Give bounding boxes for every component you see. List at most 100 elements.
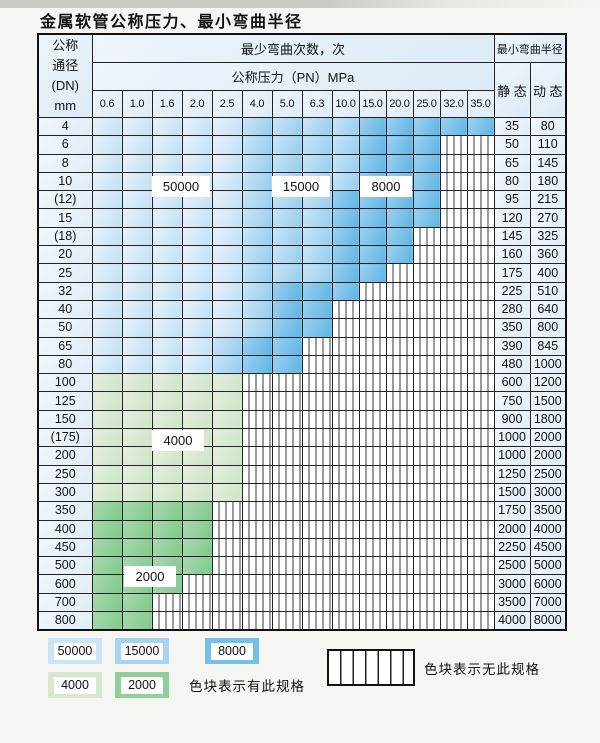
cycle-zone-cell xyxy=(151,116,183,137)
table-row: 65 390 845 xyxy=(37,336,567,356)
dn-cell: 800 xyxy=(37,611,93,631)
cycle-zone-cell xyxy=(151,226,183,247)
cycle-zone-cell xyxy=(151,336,183,356)
cycle-zone-cell xyxy=(241,245,273,265)
no-spec-cell xyxy=(301,574,333,594)
dynamic-radius-cell: 4000 xyxy=(529,519,567,539)
cycle-zone-cell xyxy=(121,208,153,228)
dn-cell: 250 xyxy=(37,464,93,484)
no-spec-cell xyxy=(301,519,333,539)
cycle-zone-cell xyxy=(241,208,273,228)
no-spec-cell xyxy=(331,299,360,320)
cycle-zone-cell xyxy=(301,299,333,320)
no-spec-cell xyxy=(439,409,468,430)
cycle-zone-cell xyxy=(121,391,153,411)
dynamic-radius-cell: 1500 xyxy=(529,391,567,411)
cycle-zone-cell xyxy=(91,537,123,558)
no-spec-cell xyxy=(412,263,441,283)
cycle-zone-cell xyxy=(241,354,273,375)
no-spec-cell xyxy=(358,391,387,411)
no-spec-cell xyxy=(439,318,468,338)
cycle-zone-cell xyxy=(91,574,123,594)
dn-header-line: mm xyxy=(54,98,77,113)
no-spec-cell xyxy=(271,373,303,393)
no-spec-cell xyxy=(412,519,441,539)
table-body: 4 35 80 6 50 110 8 65 145 10 80 180 (12) 95 215 15 120 27… xyxy=(37,116,567,631)
cycle-zone-cell xyxy=(121,373,153,393)
cycle-zone-cell xyxy=(151,391,183,411)
table-row: 50 350 800 xyxy=(37,318,567,338)
pressure-tick: 20.0 xyxy=(385,90,414,118)
cycle-zone-cell xyxy=(211,482,243,503)
no-spec-cell xyxy=(358,354,387,375)
dynamic-radius-cell: 800 xyxy=(529,318,567,338)
no-spec-cell xyxy=(211,556,243,576)
cycle-zone-cell xyxy=(301,171,333,192)
no-spec-cell xyxy=(412,574,441,594)
table-row: 15 120 270 xyxy=(37,208,567,228)
table-row: 300 1500 3000 xyxy=(37,482,567,503)
no-spec-cell xyxy=(466,171,495,192)
cycle-zone-cell xyxy=(385,226,414,247)
cycle-zone-cell xyxy=(121,354,153,375)
cycle-zone-cell xyxy=(121,519,153,539)
no-spec-cell xyxy=(466,464,495,484)
no-spec-cell xyxy=(385,354,414,375)
no-spec-cell xyxy=(412,556,441,576)
no-spec-cell xyxy=(412,336,441,356)
cycle-zone-cell xyxy=(91,611,123,631)
static-radius-cell: 95 xyxy=(493,190,531,210)
static-radius-cell: 1500 xyxy=(493,482,531,503)
no-spec-cell xyxy=(385,281,414,301)
no-spec-cell xyxy=(385,409,414,430)
cycle-zone-cell xyxy=(121,299,153,320)
no-spec-cell xyxy=(412,611,441,631)
no-spec-cell xyxy=(358,592,387,613)
dynamic-radius-cell: 4500 xyxy=(529,537,567,558)
dynamic-radius-cell: 2000 xyxy=(529,428,567,448)
cycle-zone-cell xyxy=(91,592,123,613)
dn-cell: 15 xyxy=(37,208,93,228)
no-spec-cell xyxy=(466,153,495,173)
no-spec-cell xyxy=(439,464,468,484)
no-spec-cell xyxy=(301,464,333,484)
no-spec-cell xyxy=(439,592,468,613)
cycle-zone-cell xyxy=(358,135,387,155)
cycle-zone-cell xyxy=(358,171,387,192)
cycle-zone-cell xyxy=(121,574,153,594)
cycle-zone-cell xyxy=(121,556,153,576)
cycle-zone-cell xyxy=(91,409,123,430)
cycle-zone-cell xyxy=(211,336,243,356)
cycle-zone-cell xyxy=(181,245,213,265)
cycle-zone-cell xyxy=(121,336,153,356)
cycle-zone-cell xyxy=(121,135,153,155)
no-spec-cell xyxy=(271,574,303,594)
no-spec-cell xyxy=(271,428,303,448)
no-spec-cell xyxy=(466,336,495,356)
dynamic-radius-cell: 7000 xyxy=(529,592,567,613)
table-row: 80 480 1000 xyxy=(37,354,567,375)
table-row: 400 2000 4000 xyxy=(37,519,567,539)
no-spec-cell xyxy=(331,318,360,338)
dn-cell: 350 xyxy=(37,501,93,521)
no-spec-cell xyxy=(151,611,183,631)
no-spec-cell xyxy=(439,299,468,320)
cycle-zone-cell xyxy=(331,153,360,173)
static-radius-cell: 1750 xyxy=(493,501,531,521)
legend-chip-value: 8000 xyxy=(211,642,253,660)
cycle-zone-cell xyxy=(181,556,213,576)
legend-row-1: 50000 15000 8000 xyxy=(48,638,305,664)
no-spec-cell xyxy=(385,592,414,613)
table-row: 100 600 1200 xyxy=(37,373,567,393)
cycle-zone-cell xyxy=(385,245,414,265)
legend-chip-50000: 50000 xyxy=(48,638,102,664)
cycle-zone-cell xyxy=(181,281,213,301)
dn-cell: 80 xyxy=(37,354,93,375)
cycle-zone-cell xyxy=(151,464,183,484)
pressure-tick: 25.0 xyxy=(412,90,441,118)
cycle-zone-cell xyxy=(241,281,273,301)
dynamic-column-header: 动 态 xyxy=(529,62,567,118)
no-spec-cell xyxy=(358,501,387,521)
cycle-zone-cell xyxy=(358,153,387,173)
cycle-zone-cell xyxy=(331,226,360,247)
